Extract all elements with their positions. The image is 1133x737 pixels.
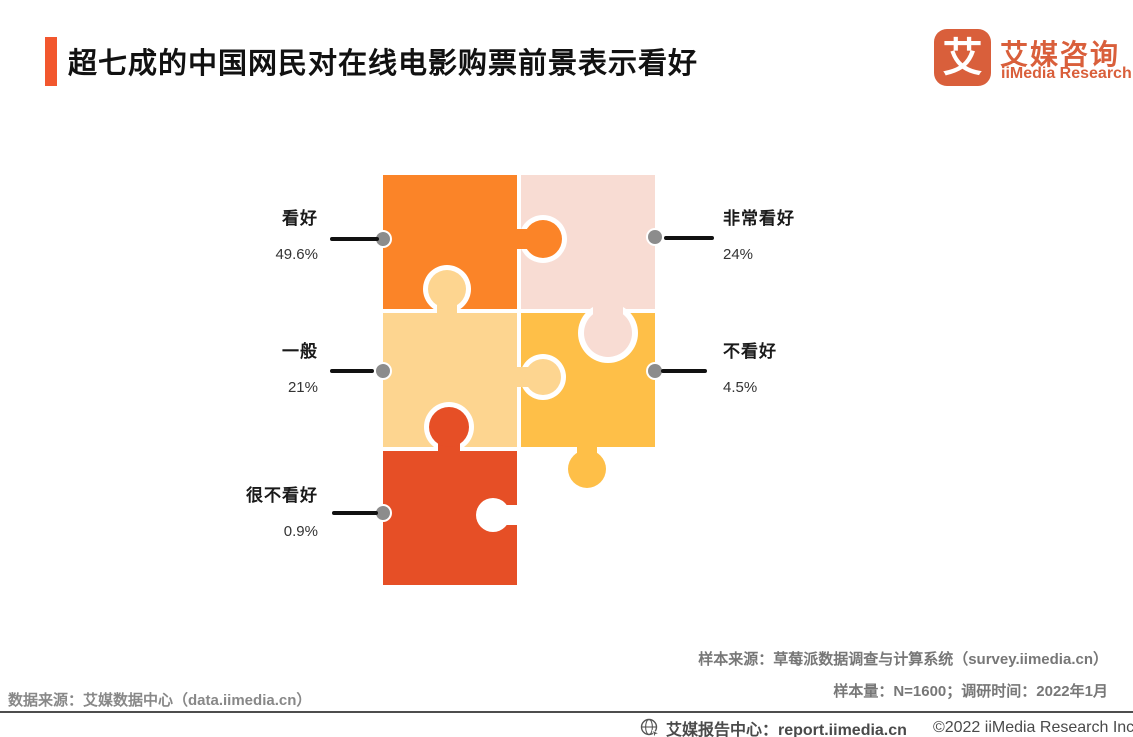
footer-divider bbox=[0, 711, 1133, 713]
sample-info-text: 样本量：N=1600；调研时间：2022年1月 bbox=[833, 683, 1108, 700]
sample-source-text: 样本来源：草莓派数据调查与计算系统（survey.iimedia.cn） bbox=[698, 651, 1108, 668]
callout-value: 24% bbox=[723, 246, 754, 263]
callout-very-positive: 非常看好 24% bbox=[723, 204, 923, 263]
callout-label: 非常看好 bbox=[723, 209, 795, 228]
connector-line-positive bbox=[330, 237, 379, 241]
connector-line-very-positive bbox=[664, 236, 714, 240]
puzzle-chart bbox=[374, 175, 664, 587]
brand-name-cn: 艾媒咨询 bbox=[1000, 39, 1121, 70]
puzzle-tab-knob bbox=[428, 270, 466, 308]
puzzle-tab-knob bbox=[525, 359, 561, 395]
callout-neutral: 一般 21% bbox=[160, 337, 318, 396]
page-title: 超七成的中国网民对在线电影购票前景表示看好 bbox=[68, 48, 699, 80]
callout-value: 4.5% bbox=[723, 379, 758, 396]
connector-line-neutral bbox=[330, 369, 374, 373]
iimedia-logo-icon: 艾 bbox=[934, 29, 991, 86]
callout-label: 不看好 bbox=[723, 342, 777, 361]
logo-glyph: 艾 bbox=[942, 35, 983, 80]
callout-negative: 不看好 4.5% bbox=[723, 337, 923, 396]
brand-name-en: iiMedia Research bbox=[1001, 65, 1132, 82]
connector-dot-very-positive bbox=[648, 230, 662, 244]
title-accent-bar bbox=[45, 37, 57, 86]
footer: 艾媒报告中心：report.iimedia.cn ©2022 iiMedia R… bbox=[640, 716, 1133, 737]
puzzle-tab-knob bbox=[524, 220, 562, 258]
connector-dot-very-negative bbox=[376, 506, 390, 520]
puzzle-tab-knob bbox=[584, 309, 632, 357]
callout-label: 看好 bbox=[282, 209, 318, 228]
puzzle-empty-socket-neck bbox=[493, 505, 523, 525]
puzzle-tab-knob bbox=[568, 450, 606, 488]
connector-dot-neutral bbox=[376, 364, 390, 378]
callout-value: 0.9% bbox=[283, 523, 318, 540]
connector-line-very-negative bbox=[332, 511, 378, 515]
callout-value: 21% bbox=[287, 379, 318, 396]
connector-dot-negative bbox=[648, 364, 662, 378]
callout-label: 一般 bbox=[282, 342, 318, 361]
sample-source-block: 样本来源：草莓派数据调查与计算系统（survey.iimedia.cn） 样本量… bbox=[698, 648, 1108, 701]
data-source-text: 数据来源：艾媒数据中心（data.iimedia.cn） bbox=[8, 692, 312, 709]
connector-dot-positive bbox=[376, 232, 390, 246]
callout-very-negative: 很不看好 0.9% bbox=[160, 481, 318, 540]
connector-line-negative bbox=[661, 369, 707, 373]
puzzle-tab-knob bbox=[429, 407, 469, 447]
callout-label: 很不看好 bbox=[246, 486, 318, 505]
callout-value: 49.6% bbox=[275, 246, 318, 263]
copyright-text: ©2022 iiMedia Research Inc bbox=[932, 719, 1133, 736]
callout-positive: 看好 49.6% bbox=[160, 204, 318, 263]
report-center-text: 艾媒报告中心：report.iimedia.cn bbox=[666, 722, 907, 737]
globe-icon bbox=[640, 718, 660, 737]
